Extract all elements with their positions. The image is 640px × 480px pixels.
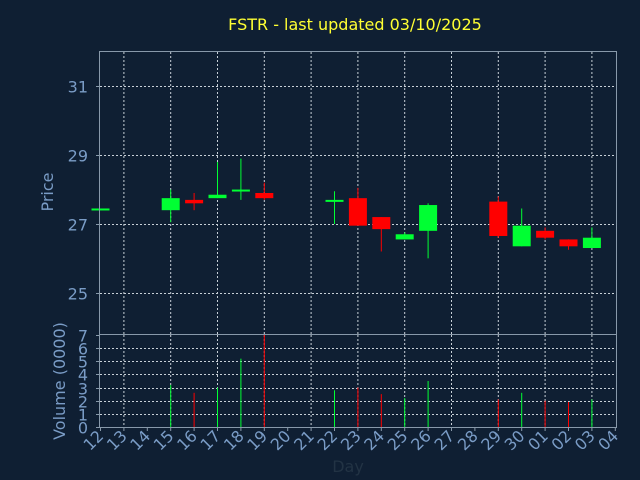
candle-body (489, 201, 508, 236)
candle-body (536, 230, 555, 238)
candle-body (185, 199, 204, 204)
candle-body (395, 234, 414, 240)
candle-body (372, 217, 391, 230)
candle-body (325, 199, 344, 202)
candle-body (231, 189, 250, 192)
candle-body (582, 237, 601, 249)
chart-title: FSTR - last updated 03/10/2025 (228, 15, 482, 34)
volume-y-tick-label: 4 (78, 366, 88, 385)
candle-body (208, 194, 227, 199)
price-y-tick-label: 27 (68, 216, 88, 235)
price-y-tick-label: 31 (68, 78, 88, 97)
volume-y-tick-label: 2 (78, 393, 88, 412)
price-axis-label: Price (38, 172, 57, 211)
candle-body (348, 198, 367, 226)
price-y-tick-label: 29 (68, 147, 88, 166)
candle-body (255, 193, 274, 199)
candle-body (419, 205, 438, 231)
x-tick-label: 04 (594, 426, 622, 454)
candle-body (512, 225, 531, 247)
volume-y-tick-label: 5 (78, 353, 88, 372)
price-y-tick-label: 25 (68, 285, 88, 304)
candle-body (559, 239, 578, 247)
volume-y-tick-label: 0 (78, 419, 88, 438)
candle-body (161, 198, 180, 211)
volume-y-tick-label: 6 (78, 340, 88, 359)
price-panel: 25 27 29 31 (68, 51, 617, 335)
volume-y-tick-label: 7 (78, 327, 88, 346)
volume-axis-label: Volume (0000) (50, 322, 69, 440)
candle-body (91, 208, 110, 211)
volume-y-tick-label: 3 (78, 380, 88, 399)
x-axis-label: Day (332, 457, 364, 476)
volume-y-tick-label: 1 (78, 406, 88, 425)
